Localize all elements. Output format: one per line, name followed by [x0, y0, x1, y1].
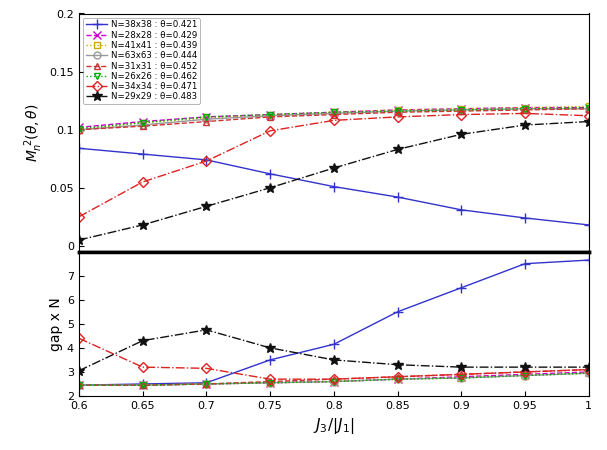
N=63x63 : θ=0.444: (0.65, 0.104): θ=0.444: (0.65, 0.104)	[139, 122, 146, 128]
N=34x34 : θ=0.471: (0.65, 0.055): θ=0.471: (0.65, 0.055)	[139, 179, 146, 184]
N=29x29 : θ=0.483: (0.7, 0.034): θ=0.483: (0.7, 0.034)	[203, 204, 210, 209]
N=29x29 : θ=0.483: (0.65, 0.018): θ=0.483: (0.65, 0.018)	[139, 222, 146, 228]
Y-axis label: gap x N: gap x N	[49, 297, 63, 351]
N=38x38 : θ=0.421: (0.7, 0.074): θ=0.421: (0.7, 0.074)	[203, 157, 210, 162]
N=31x31 : θ=0.452: (0.9, 0.116): θ=0.452: (0.9, 0.116)	[458, 108, 465, 114]
Line: N=29x29 : θ=0.483: N=29x29 : θ=0.483	[74, 117, 594, 245]
N=31x31 : θ=0.452: (0.8, 0.113): θ=0.452: (0.8, 0.113)	[330, 112, 337, 117]
N=34x34 : θ=0.471: (0.95, 0.114): θ=0.471: (0.95, 0.114)	[521, 111, 529, 116]
N=26x26 : θ=0.462: (0.7, 0.111): θ=0.462: (0.7, 0.111)	[203, 114, 210, 120]
N=41x41 : θ=0.439: (0.9, 0.118): θ=0.439: (0.9, 0.118)	[458, 106, 465, 112]
N=26x26 : θ=0.462: (0.85, 0.116): θ=0.462: (0.85, 0.116)	[394, 108, 401, 114]
N=29x29 : θ=0.483: (0.8, 0.067): θ=0.483: (0.8, 0.067)	[330, 165, 337, 171]
Line: N=41x41 : θ=0.439: N=41x41 : θ=0.439	[75, 103, 592, 133]
N=31x31 : θ=0.452: (0.95, 0.117): θ=0.452: (0.95, 0.117)	[521, 107, 529, 112]
Legend: N=38x38 : θ=0.421, N=28x28 : θ=0.429, N=41x41 : θ=0.439, N=63x63 : θ=0.444, N=31: N=38x38 : θ=0.421, N=28x28 : θ=0.429, N=…	[83, 18, 200, 104]
N=28x28 : θ=0.429: (1, 0.119): θ=0.429: (1, 0.119)	[585, 105, 592, 110]
N=31x31 : θ=0.452: (0.6, 0.1): θ=0.452: (0.6, 0.1)	[75, 127, 83, 132]
N=26x26 : θ=0.462: (1, 0.119): θ=0.462: (1, 0.119)	[585, 105, 592, 110]
N=38x38 : θ=0.421: (0.75, 0.062): θ=0.421: (0.75, 0.062)	[266, 171, 274, 176]
N=26x26 : θ=0.462: (0.6, 0.101): θ=0.462: (0.6, 0.101)	[75, 126, 83, 131]
N=28x28 : θ=0.429: (0.7, 0.111): θ=0.429: (0.7, 0.111)	[203, 114, 210, 120]
N=31x31 : θ=0.452: (1, 0.118): θ=0.452: (1, 0.118)	[585, 106, 592, 112]
N=31x31 : θ=0.452: (0.75, 0.111): θ=0.452: (0.75, 0.111)	[266, 114, 274, 120]
N=63x63 : θ=0.444: (0.6, 0.1): θ=0.444: (0.6, 0.1)	[75, 127, 83, 132]
Line: N=26x26 : θ=0.462: N=26x26 : θ=0.462	[75, 104, 592, 132]
N=31x31 : θ=0.452: (0.65, 0.103): θ=0.452: (0.65, 0.103)	[139, 123, 146, 129]
N=29x29 : θ=0.483: (0.95, 0.104): θ=0.483: (0.95, 0.104)	[521, 122, 529, 128]
N=31x31 : θ=0.452: (0.7, 0.107): θ=0.452: (0.7, 0.107)	[203, 119, 210, 124]
N=34x34 : θ=0.471: (0.75, 0.099): θ=0.471: (0.75, 0.099)	[266, 128, 274, 134]
N=41x41 : θ=0.439: (0.85, 0.117): θ=0.439: (0.85, 0.117)	[394, 107, 401, 112]
N=63x63 : θ=0.444: (0.95, 0.118): θ=0.444: (0.95, 0.118)	[521, 106, 529, 112]
N=34x34 : θ=0.471: (0.8, 0.108): θ=0.471: (0.8, 0.108)	[330, 118, 337, 123]
N=28x28 : θ=0.429: (0.95, 0.119): θ=0.429: (0.95, 0.119)	[521, 105, 529, 110]
N=28x28 : θ=0.429: (0.8, 0.115): θ=0.429: (0.8, 0.115)	[330, 109, 337, 115]
N=28x28 : θ=0.429: (0.85, 0.117): θ=0.429: (0.85, 0.117)	[394, 107, 401, 112]
N=29x29 : θ=0.483: (1, 0.107): θ=0.483: (1, 0.107)	[585, 119, 592, 124]
N=28x28 : θ=0.429: (0.6, 0.102): θ=0.429: (0.6, 0.102)	[75, 125, 83, 130]
N=26x26 : θ=0.462: (0.75, 0.113): θ=0.462: (0.75, 0.113)	[266, 112, 274, 117]
N=26x26 : θ=0.462: (0.95, 0.118): θ=0.462: (0.95, 0.118)	[521, 106, 529, 112]
N=41x41 : θ=0.439: (0.6, 0.1): θ=0.439: (0.6, 0.1)	[75, 127, 83, 132]
N=38x38 : θ=0.421: (0.85, 0.042): θ=0.421: (0.85, 0.042)	[394, 194, 401, 200]
N=38x38 : θ=0.421: (0.65, 0.079): θ=0.421: (0.65, 0.079)	[139, 151, 146, 157]
N=31x31 : θ=0.452: (0.85, 0.115): θ=0.452: (0.85, 0.115)	[394, 109, 401, 115]
Line: N=31x31 : θ=0.452: N=31x31 : θ=0.452	[75, 105, 592, 133]
N=34x34 : θ=0.471: (0.85, 0.111): θ=0.471: (0.85, 0.111)	[394, 114, 401, 120]
N=29x29 : θ=0.483: (0.75, 0.05): θ=0.483: (0.75, 0.05)	[266, 185, 274, 190]
X-axis label: $J_3/|J_1|$: $J_3/|J_1|$	[313, 416, 354, 436]
Y-axis label: $M_n^{\ 2}(\theta,\theta)$: $M_n^{\ 2}(\theta,\theta)$	[22, 104, 46, 162]
N=63x63 : θ=0.444: (0.7, 0.109): θ=0.444: (0.7, 0.109)	[203, 117, 210, 122]
N=28x28 : θ=0.429: (0.9, 0.118): θ=0.429: (0.9, 0.118)	[458, 106, 465, 112]
N=63x63 : θ=0.444: (0.85, 0.116): θ=0.444: (0.85, 0.116)	[394, 108, 401, 114]
N=41x41 : θ=0.439: (0.65, 0.106): θ=0.439: (0.65, 0.106)	[139, 120, 146, 126]
N=63x63 : θ=0.444: (0.9, 0.117): θ=0.444: (0.9, 0.117)	[458, 107, 465, 112]
N=38x38 : θ=0.421: (0.8, 0.051): θ=0.421: (0.8, 0.051)	[330, 184, 337, 189]
N=34x34 : θ=0.471: (0.6, 0.025): θ=0.471: (0.6, 0.025)	[75, 214, 83, 220]
N=29x29 : θ=0.483: (0.9, 0.096): θ=0.483: (0.9, 0.096)	[458, 131, 465, 137]
N=38x38 : θ=0.421: (0.9, 0.031): θ=0.421: (0.9, 0.031)	[458, 207, 465, 212]
N=26x26 : θ=0.462: (0.65, 0.106): θ=0.462: (0.65, 0.106)	[139, 120, 146, 126]
N=41x41 : θ=0.439: (0.7, 0.11): θ=0.439: (0.7, 0.11)	[203, 115, 210, 121]
N=63x63 : θ=0.444: (0.8, 0.114): θ=0.444: (0.8, 0.114)	[330, 111, 337, 116]
N=29x29 : θ=0.483: (0.6, 0.005): θ=0.483: (0.6, 0.005)	[75, 237, 83, 243]
N=41x41 : θ=0.439: (0.8, 0.115): θ=0.439: (0.8, 0.115)	[330, 109, 337, 115]
Line: N=28x28 : θ=0.429: N=28x28 : θ=0.429	[75, 104, 593, 131]
N=38x38 : θ=0.421: (0.6, 0.084): θ=0.421: (0.6, 0.084)	[75, 145, 83, 151]
N=38x38 : θ=0.421: (1, 0.018): θ=0.421: (1, 0.018)	[585, 222, 592, 228]
Line: N=34x34 : θ=0.471: N=34x34 : θ=0.471	[75, 110, 592, 220]
Line: N=63x63 : θ=0.444: N=63x63 : θ=0.444	[75, 105, 592, 133]
N=29x29 : θ=0.483: (0.85, 0.083): θ=0.483: (0.85, 0.083)	[394, 147, 401, 152]
N=41x41 : θ=0.439: (1, 0.12): θ=0.439: (1, 0.12)	[585, 104, 592, 109]
N=63x63 : θ=0.444: (1, 0.118): θ=0.444: (1, 0.118)	[585, 106, 592, 112]
N=26x26 : θ=0.462: (0.9, 0.117): θ=0.462: (0.9, 0.117)	[458, 107, 465, 112]
N=41x41 : θ=0.439: (0.95, 0.119): θ=0.439: (0.95, 0.119)	[521, 105, 529, 110]
N=63x63 : θ=0.444: (0.75, 0.112): θ=0.444: (0.75, 0.112)	[266, 113, 274, 118]
Line: N=38x38 : θ=0.421: N=38x38 : θ=0.421	[74, 144, 594, 230]
N=28x28 : θ=0.429: (0.75, 0.113): θ=0.429: (0.75, 0.113)	[266, 112, 274, 117]
N=28x28 : θ=0.429: (0.65, 0.107): θ=0.429: (0.65, 0.107)	[139, 119, 146, 124]
N=34x34 : θ=0.471: (0.7, 0.073): θ=0.471: (0.7, 0.073)	[203, 158, 210, 164]
N=34x34 : θ=0.471: (1, 0.112): θ=0.471: (1, 0.112)	[585, 113, 592, 118]
N=26x26 : θ=0.462: (0.8, 0.115): θ=0.462: (0.8, 0.115)	[330, 109, 337, 115]
N=34x34 : θ=0.471: (0.9, 0.113): θ=0.471: (0.9, 0.113)	[458, 112, 465, 117]
N=41x41 : θ=0.439: (0.75, 0.113): θ=0.439: (0.75, 0.113)	[266, 112, 274, 117]
N=38x38 : θ=0.421: (0.95, 0.024): θ=0.421: (0.95, 0.024)	[521, 215, 529, 220]
